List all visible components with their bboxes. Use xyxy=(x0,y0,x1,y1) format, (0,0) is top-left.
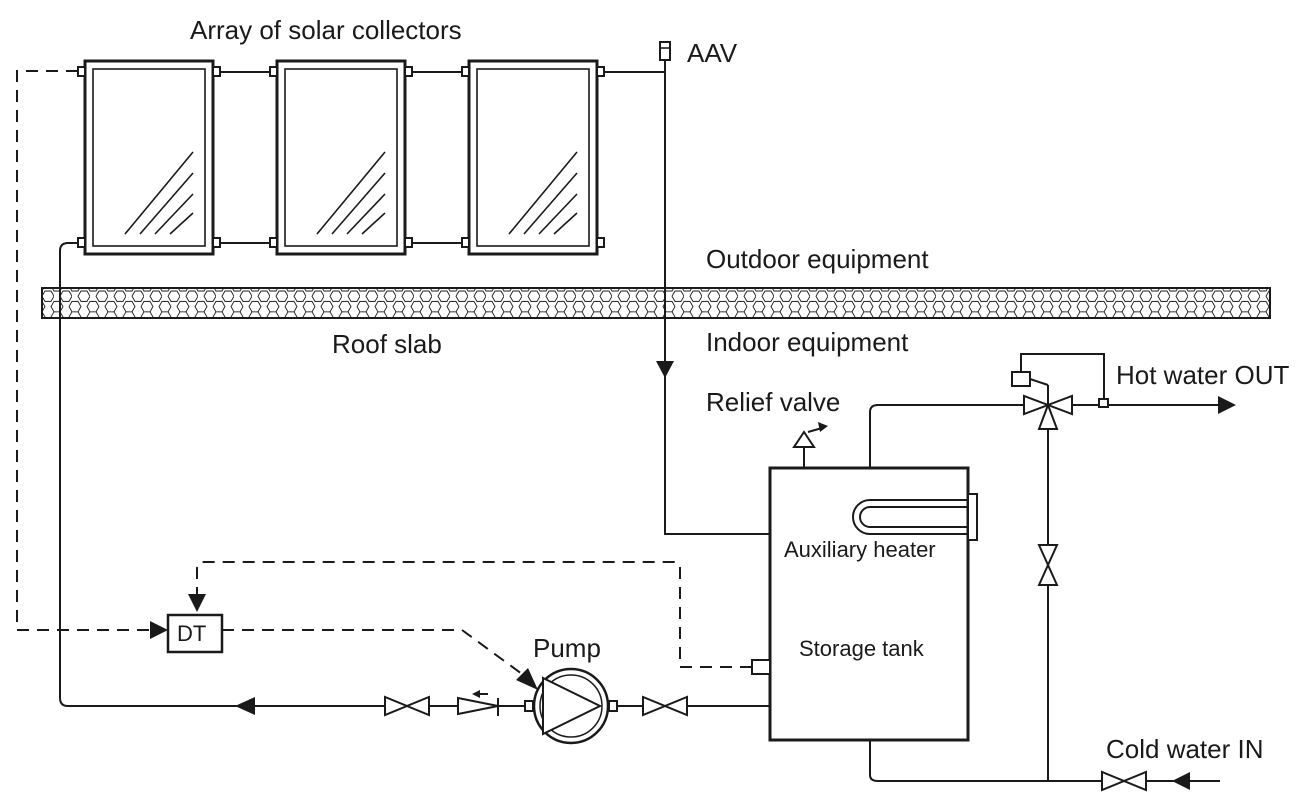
three-way-mixing-valve xyxy=(1011,371,1109,430)
solar-collector-array xyxy=(77,59,605,256)
solar-collector-2 xyxy=(269,59,413,256)
solar-collector-1 xyxy=(77,59,221,256)
tank-temperature-sensor xyxy=(751,659,771,675)
outdoor-equipment-label: Outdoor equipment xyxy=(706,244,929,274)
tank-sensor-line xyxy=(196,561,752,668)
collector-sensor-line xyxy=(16,70,150,631)
dt-controller xyxy=(166,613,224,654)
pump-control-line xyxy=(222,629,523,675)
aav-label: AAV xyxy=(687,38,738,68)
hot-water-out-arrow xyxy=(1218,396,1236,414)
return-flow-arrow xyxy=(235,697,255,715)
relief-valve xyxy=(792,422,828,468)
gate-valve-left xyxy=(384,695,430,717)
indoor-equipment-label: Indoor equipment xyxy=(706,327,909,357)
roof-slab xyxy=(41,287,1271,319)
check-valve xyxy=(457,690,499,716)
cold-water-in-label: Cold water IN xyxy=(1106,734,1264,764)
pump-label: Pump xyxy=(533,633,601,663)
relief-valve-label: Relief valve xyxy=(706,387,840,417)
auxiliary-heater-label: Auxiliary heater xyxy=(784,537,936,562)
aav-valve xyxy=(659,41,671,72)
cold-water-valve xyxy=(1101,770,1147,792)
hot-water-pipe xyxy=(869,404,1220,468)
roof-slab-label: Roof slab xyxy=(332,329,442,359)
bypass-valve xyxy=(1037,544,1059,586)
hot-water-out-label: Hot water OUT xyxy=(1116,360,1289,390)
collectors-label: Array of solar collectors xyxy=(190,15,462,45)
pump-symbol xyxy=(524,667,618,745)
collector-return-pipe xyxy=(59,242,770,707)
dt-label: DT xyxy=(177,621,206,646)
solar-collector-3 xyxy=(461,59,605,256)
auxiliary-heater-element xyxy=(852,493,978,541)
gate-valve-right xyxy=(642,695,688,717)
storage-tank-label: Storage tank xyxy=(799,636,925,661)
cold-water-pipe xyxy=(869,740,1220,782)
storage-tank xyxy=(768,466,970,742)
cold-water-in-arrow xyxy=(1172,772,1190,790)
flow-down-arrow xyxy=(656,361,674,378)
mixing-valve-control xyxy=(1020,353,1105,399)
